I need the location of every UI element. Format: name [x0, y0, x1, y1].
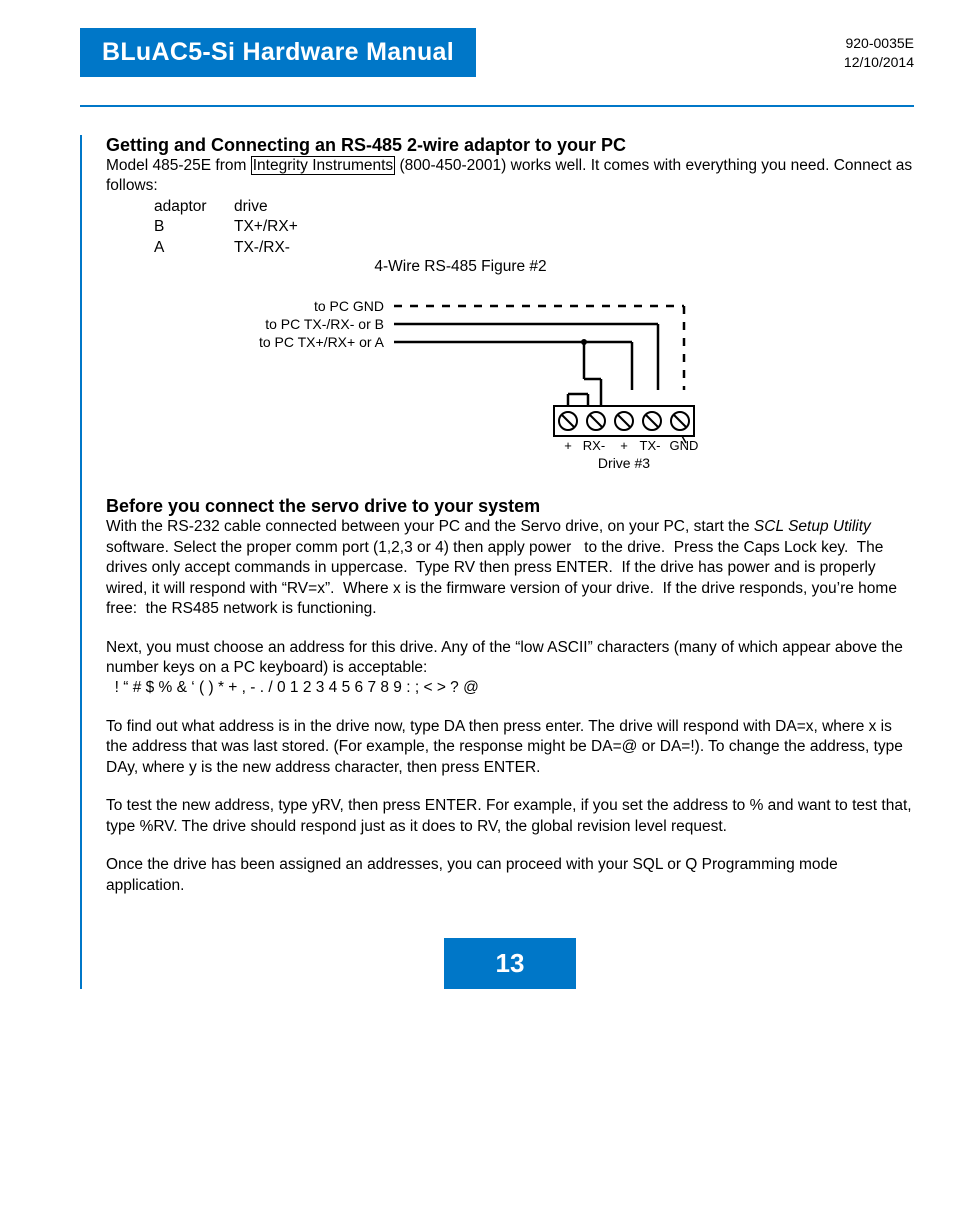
th-adaptor: adaptor	[154, 197, 234, 217]
term-2: +	[620, 438, 628, 453]
wiring-diagram: to PC GND to PC TX-/RX- or B to PC TX+/R…	[196, 276, 756, 486]
term-0: +	[564, 438, 572, 453]
label-gnd: to PC GND	[314, 298, 384, 314]
section2-p2: Next, you must choose an address for thi…	[106, 638, 914, 679]
td-txrx-minus: TX-/RX-	[234, 238, 290, 258]
label-txrxb: to PC TX-/RX- or B	[265, 316, 384, 332]
figure-caption: 4-Wire RS-485 Figure #2	[206, 258, 715, 276]
doc-date: 12/10/2014	[844, 53, 914, 72]
section2-heading: Before you connect the servo drive to yo…	[106, 496, 914, 517]
adaptor-table: adaptordrive BTX+/RX+ ATX-/RX-	[154, 197, 914, 258]
td-txrx-plus: TX+/RX+	[234, 217, 298, 237]
page-number: 13	[444, 938, 577, 989]
header-row: BLuAC5-Si Hardware Manual 920-0035E 12/1…	[80, 28, 914, 77]
td-b: B	[154, 217, 234, 237]
th-drive: drive	[234, 197, 268, 217]
doc-number: 920-0035E	[844, 34, 914, 53]
section2-p1: With the RS-232 cable connected between …	[106, 517, 914, 619]
junction-dot	[581, 339, 587, 345]
term-1: RX-	[583, 438, 605, 453]
doc-meta: 920-0035E 12/10/2014	[844, 34, 914, 72]
section2-p2-chars: ! “ # $ % & ‘ ( ) * + , - . / 0 1 2 3 4 …	[106, 678, 914, 698]
section2-p3: To find out what address is in the drive…	[106, 717, 914, 778]
manual-title: BLuAC5-Si Hardware Manual	[80, 28, 476, 77]
header-rule	[80, 105, 914, 107]
section2-p5: Once the drive has been assigned an addr…	[106, 855, 914, 896]
term-3: TX-	[640, 438, 661, 453]
label-txrxa: to PC TX+/RX+ or A	[259, 334, 385, 350]
section1-p1a: Model 485-25E from	[106, 157, 251, 174]
page-number-wrap: 13	[106, 938, 914, 989]
integrity-link[interactable]: Integrity Instruments	[251, 156, 395, 175]
td-a: A	[154, 238, 234, 258]
drive-label: Drive #3	[598, 455, 650, 471]
section1-p1: Model 485-25E from Integrity Instruments…	[106, 156, 914, 197]
section2-p4: To test the new address, type yRV, then …	[106, 796, 914, 837]
section1-heading: Getting and Connecting an RS-485 2-wire …	[106, 135, 914, 156]
